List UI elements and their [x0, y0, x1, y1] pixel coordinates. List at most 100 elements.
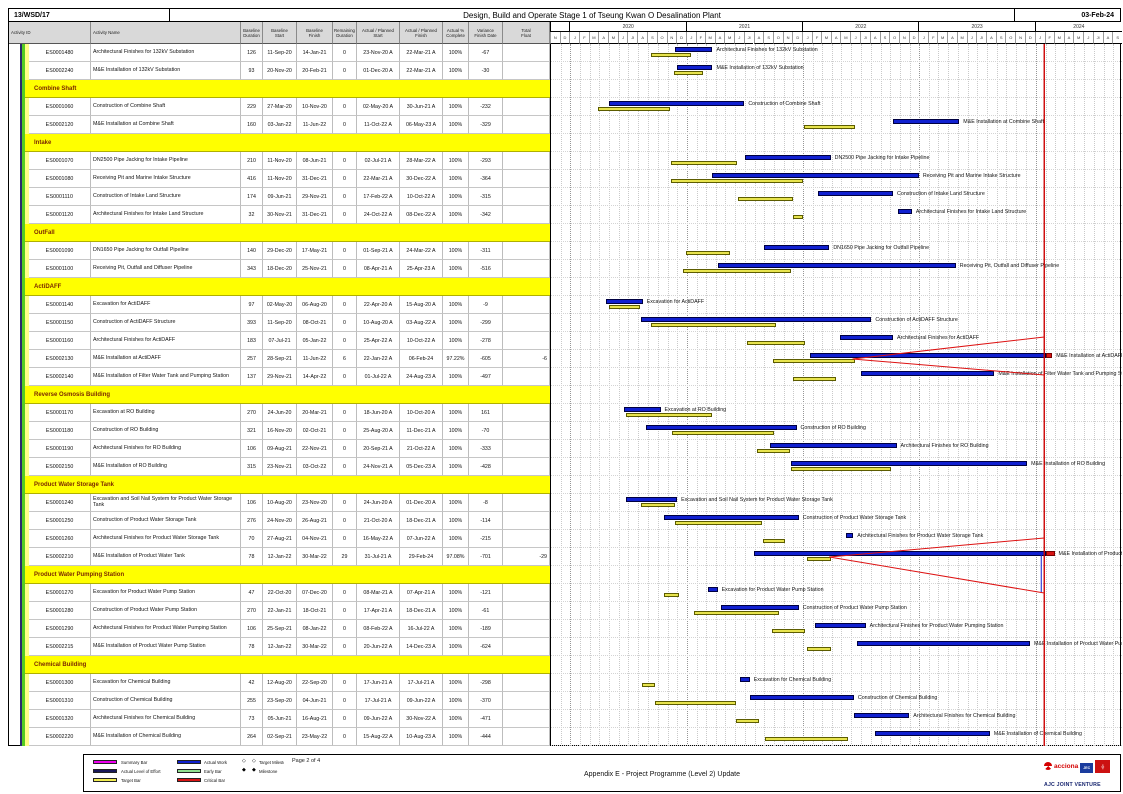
cell-act_start: 08-Apr-21 A	[357, 260, 400, 278]
section-band: Chemical Building	[25, 656, 550, 674]
gantt-target-bar	[674, 521, 763, 525]
gantt-gridline-month	[657, 44, 659, 746]
cell-bl_dur: 393	[241, 314, 263, 332]
gantt-target-bar	[764, 737, 849, 741]
cell-variance: -516	[469, 260, 503, 278]
cell-act_finish: 29-Feb-24	[400, 548, 443, 566]
cell-act_finish: 30-Dec-22 A	[400, 170, 443, 188]
cell-bl_dur: 78	[241, 548, 263, 566]
cell-bl_start: 02-Sep-21	[263, 728, 297, 746]
gantt-month: O	[1005, 32, 1016, 44]
cell-act_start: 17-Jul-21 A	[357, 692, 400, 710]
gantt-month: N	[550, 32, 560, 44]
cell-bl_finish: 29-Nov-21	[297, 188, 333, 206]
gantt-target-bar	[792, 377, 837, 381]
gantt-actual-bar	[645, 425, 797, 430]
cell-pct: 100%	[443, 314, 469, 332]
cell-act_start: 23-Nov-20 A	[357, 44, 400, 62]
gantt-gridline-month	[560, 44, 562, 746]
cell-name: Receiving Pit and Marine Intake Structur…	[91, 170, 241, 188]
cell-name: Architectural Finishes for RO Building	[91, 440, 241, 458]
gantt-gridline-row	[551, 169, 1122, 170]
legend-label: Early Bar	[204, 769, 222, 774]
gantt-month: M	[840, 32, 851, 44]
gantt-gridline-month	[841, 44, 843, 746]
cell-act_start: 22-Jan-22 A	[357, 350, 400, 368]
cell-id: ES0001310	[29, 692, 91, 710]
cell-bl_start: 11-Nov-20	[263, 170, 297, 188]
gantt-month: M	[821, 32, 831, 44]
cell-pct: 100%	[443, 296, 469, 314]
cell-total_float: -29	[503, 548, 550, 566]
gantt-gridline-month	[831, 44, 833, 746]
cell-bl_start: 24-Jun-20	[263, 404, 297, 422]
legend-swatch-b1	[177, 769, 201, 773]
gantt-gridline-row	[551, 187, 1122, 188]
gantt-gridline-month	[870, 44, 872, 746]
cell-id: ES0002215	[29, 638, 91, 656]
gantt-gridline-row	[551, 403, 1122, 404]
gantt-month: D	[908, 32, 919, 44]
gantt-target-bar	[736, 719, 760, 723]
gantt-bar-label: Construction of Intake Land Structure	[897, 191, 985, 197]
cell-act_start: 17-Apr-21 A	[357, 602, 400, 620]
cell-bl_start: 12-Jan-22	[263, 548, 297, 566]
gantt-month: Jl	[1092, 32, 1103, 44]
cell-total_float	[503, 494, 550, 512]
gantt-bar-label: Construction of RO Building	[800, 425, 866, 431]
cell-id: ES0001290	[29, 620, 91, 638]
column-header-act_start: Actual / Planned Start	[357, 22, 400, 44]
gantt-gridline-month	[735, 44, 737, 746]
cell-variance: -67	[469, 44, 503, 62]
cell-bl_dur: 97	[241, 296, 263, 314]
cell-id: ES0001090	[29, 242, 91, 260]
gantt-bar-label: M&E Installation of Product Water Tank	[1058, 551, 1122, 557]
cell-pct: 100%	[443, 206, 469, 224]
cell-variance: -121	[469, 584, 503, 602]
cell-bl_start: 09-Jun-21	[263, 188, 297, 206]
cell-bl_dur: 343	[241, 260, 263, 278]
gantt-gridline-month	[686, 44, 688, 746]
gantt-bar-label: Excavation for ActiDAFF	[646, 299, 705, 305]
gantt-gridline-row	[551, 367, 1122, 368]
cell-bl_finish: 23-Nov-20	[297, 494, 333, 512]
report-title: Design, Build and Operate Stage 1 of Tse…	[463, 10, 721, 20]
gantt-gridline-row	[551, 511, 1122, 512]
cell-variance: -30	[469, 62, 503, 80]
cell-bl_finish: 18-Oct-21	[297, 602, 333, 620]
jv-logos: acciona JEC ╬	[1044, 759, 1111, 773]
gantt-month: J	[569, 32, 580, 44]
gantt-year-2020: 2020	[569, 22, 686, 32]
gantt-gridline-month	[822, 44, 824, 746]
gantt-actual-bar	[897, 209, 912, 214]
gantt-target-bar	[655, 701, 737, 705]
column-header-bl_dur: Baseline Duration	[241, 22, 263, 44]
cell-bl_finish: 23-May-22	[297, 728, 333, 746]
cell-name: Architectural Finishes for Product Water…	[91, 620, 241, 638]
cell-rem_dur: 0	[333, 692, 357, 710]
cell-bl_finish: 11-Jun-22	[297, 116, 333, 134]
gantt-gridline-row	[551, 421, 1122, 422]
gantt-body: Architectural Finishes for 132kV Substat…	[550, 44, 1122, 746]
gantt-month: F	[928, 32, 938, 44]
cell-bl_dur: 42	[241, 674, 263, 692]
cell-total_float	[503, 98, 550, 116]
cell-act_start: 18-Jun-20 A	[357, 404, 400, 422]
report-title-box: Design, Build and Operate Stage 1 of Tse…	[169, 8, 1015, 22]
cell-name: M&E Installation at Combine Shaft	[91, 116, 241, 134]
cell-pct: 100%	[443, 602, 469, 620]
cell-rem_dur: 0	[333, 620, 357, 638]
cell-bl_finish: 08-Oct-21	[297, 314, 333, 332]
cell-variance: -428	[469, 458, 503, 476]
gantt-actual-bar	[893, 119, 960, 124]
cell-act_finish: 09-Jun-22 A	[400, 692, 443, 710]
gantt-gridline-month	[1006, 44, 1008, 746]
gantt-gridline-month	[599, 44, 601, 746]
gantt-target-bar	[641, 503, 675, 507]
cell-bl_start: 23-Nov-21	[263, 458, 297, 476]
cell-act_start: 17-Feb-22 A	[357, 188, 400, 206]
cell-variance: -471	[469, 710, 503, 728]
cell-pct: 100%	[443, 458, 469, 476]
gantt-bar-label: M&E Installation of Filter Water Tank an…	[998, 371, 1122, 377]
cell-pct: 100%	[443, 692, 469, 710]
